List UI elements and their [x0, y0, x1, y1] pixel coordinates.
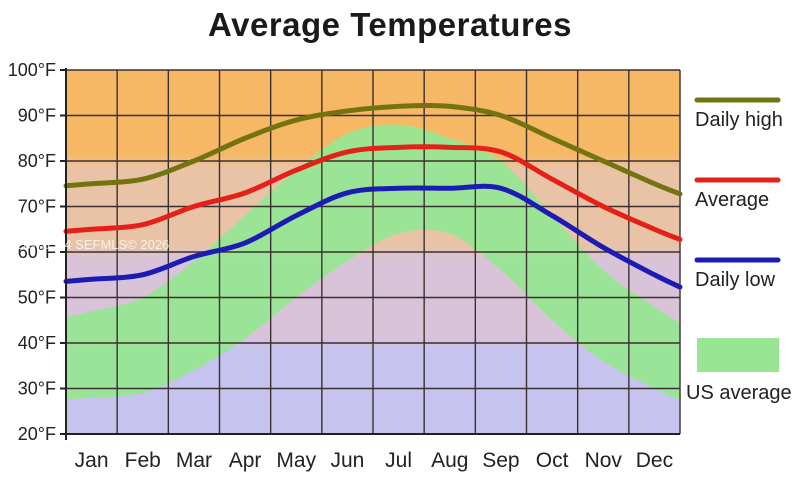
- x-tick-label: Mar: [176, 449, 212, 472]
- legend-label: Average: [695, 189, 769, 211]
- y-tick-label: 80°F: [18, 151, 56, 171]
- x-tick-label: Apr: [229, 449, 262, 472]
- y-tick-label: 70°F: [18, 197, 56, 217]
- y-tick-label: 40°F: [18, 333, 56, 353]
- x-tick-label: May: [276, 449, 316, 472]
- x-tick-label: Aug: [431, 449, 468, 472]
- legend-label: Daily low: [695, 269, 776, 291]
- series-line-average: [63, 144, 683, 242]
- watermark: A11978544 SEFMLS© 2026: [6, 237, 169, 252]
- x-tick-label: Feb: [125, 449, 161, 472]
- axes: 20°F 30°F 40°F 50°F 60°F 70°F 80°F 90°F 100°F Jan…: [8, 60, 680, 472]
- legend-label: Daily high: [695, 109, 783, 131]
- y-tick-label: 60°F: [18, 242, 56, 262]
- y-tick-label: 20°F: [18, 424, 56, 444]
- grid-lines: [65, 69, 681, 435]
- x-tick-label: Sep: [482, 449, 519, 472]
- legend: Daily high Average Daily low US average: [686, 97, 792, 404]
- chart-title: Average Temperatures: [208, 6, 572, 43]
- series-lines: [63, 103, 683, 290]
- x-tick-label: Oct: [536, 449, 569, 472]
- legend-swatch-us-average: [697, 338, 779, 372]
- y-tick-label: 90°F: [18, 106, 56, 126]
- x-tick-label: Jul: [385, 449, 412, 472]
- y-tick-label: 30°F: [18, 379, 56, 399]
- x-tick-label: Dec: [636, 449, 673, 472]
- y-tick-label: 50°F: [18, 288, 56, 308]
- y-tick-label: 100°F: [8, 60, 56, 80]
- series-line-daily-high: [63, 103, 683, 197]
- x-tick-label: Nov: [585, 449, 623, 472]
- series-line-daily-low: [63, 183, 683, 290]
- legend-label: US average: [686, 382, 792, 404]
- x-tick-label: Jun: [330, 449, 364, 472]
- x-tick-label: Jan: [75, 449, 109, 472]
